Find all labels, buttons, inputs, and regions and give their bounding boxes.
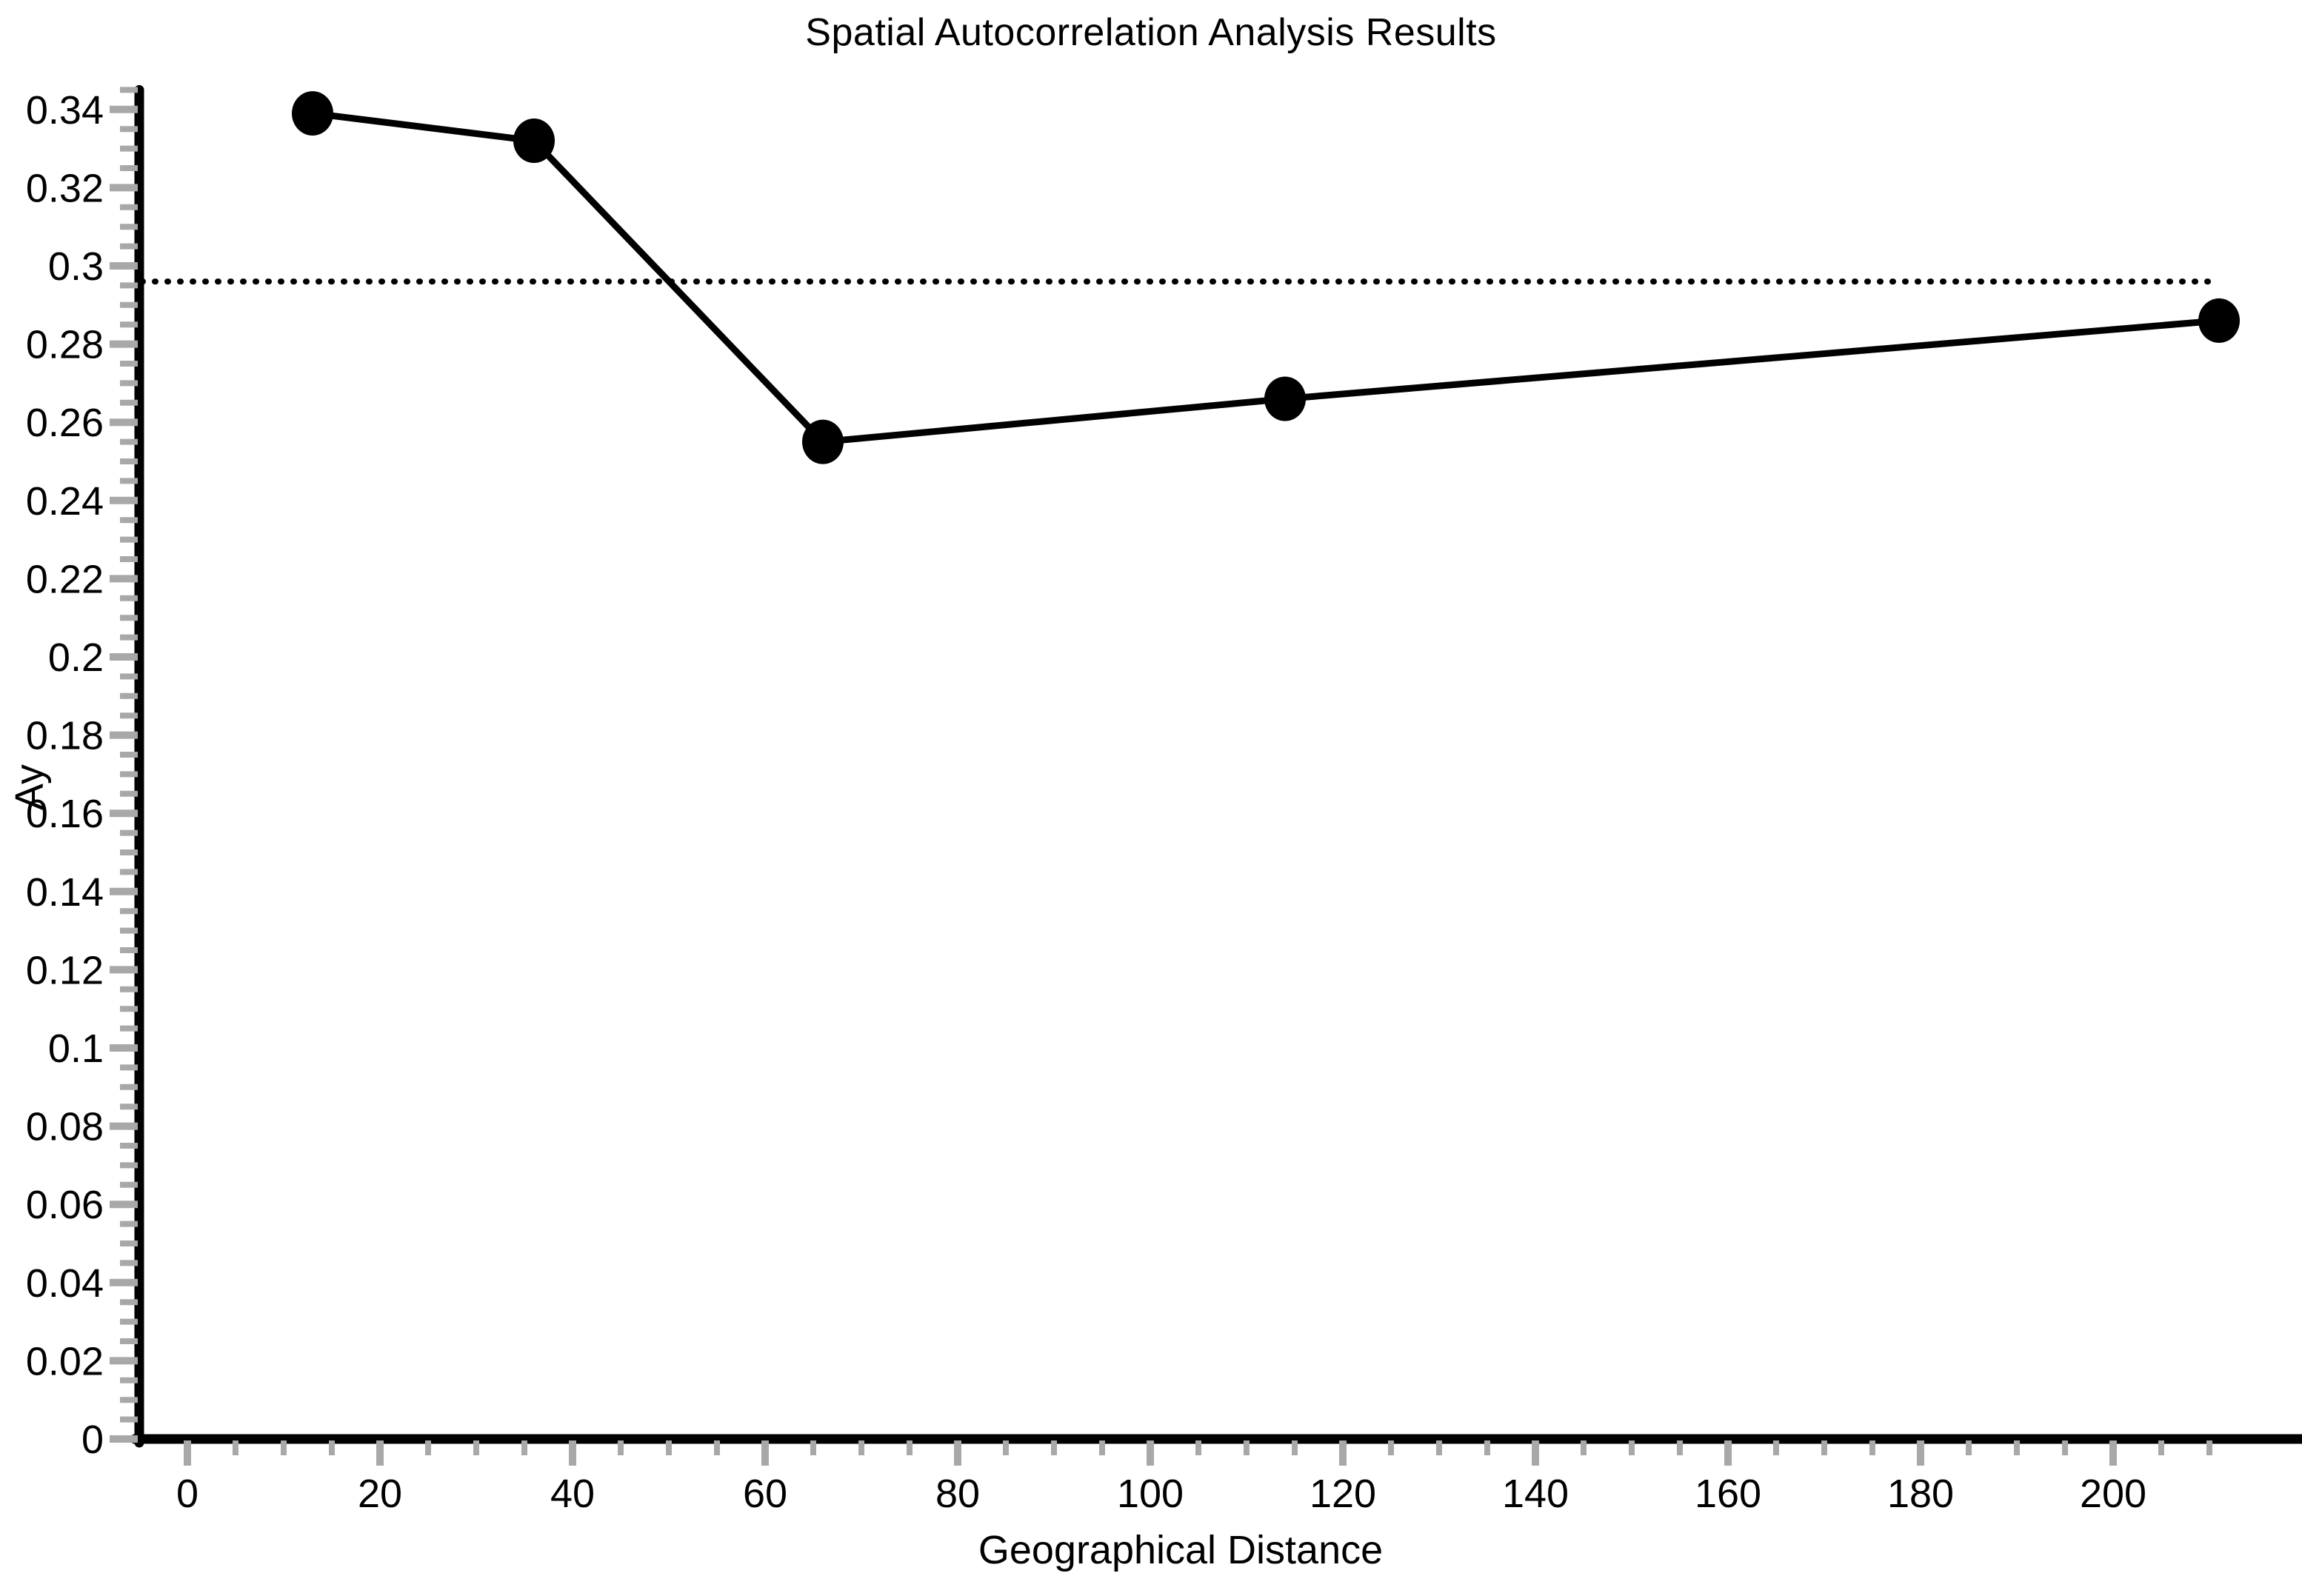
data-point-marker xyxy=(2198,298,2240,343)
y-tick-label: 0.18 xyxy=(26,714,104,758)
x-tick-label: 160 xyxy=(1695,1472,1761,1516)
y-tick-label: 0.2 xyxy=(48,635,104,680)
y-tick-label: 0.06 xyxy=(26,1183,104,1227)
y-tick-label: 0.14 xyxy=(26,870,104,915)
y-tick-label: 0 xyxy=(81,1418,104,1462)
x-tick-label: 40 xyxy=(550,1472,595,1516)
y-tick-label: 0.02 xyxy=(26,1339,104,1383)
y-tick-label: 0.12 xyxy=(26,948,104,992)
x-tick-label: 200 xyxy=(2080,1472,2146,1516)
y-tick-label: 0.32 xyxy=(26,166,104,210)
y-tick-label: 0.34 xyxy=(26,88,104,133)
y-tick-label: 0.1 xyxy=(48,1026,104,1071)
x-tick-label: 180 xyxy=(1887,1472,1954,1516)
data-point-marker xyxy=(292,91,333,136)
x-axis-title: Geographical Distance xyxy=(978,1528,1384,1572)
chart-title: Spatial Autocorrelation Analysis Results xyxy=(805,11,1497,54)
y-tick-label: 0.08 xyxy=(26,1105,104,1149)
data-point-marker xyxy=(802,419,844,464)
y-tick-label: 0.22 xyxy=(26,557,104,601)
data-point-marker xyxy=(513,118,555,164)
y-tick-label: 0.04 xyxy=(26,1261,104,1306)
y-tick-label: 0.28 xyxy=(26,323,104,367)
x-tick-label: 140 xyxy=(1502,1472,1569,1516)
y-tick-label: 0.3 xyxy=(48,244,104,289)
y-tick-label: 0.16 xyxy=(26,792,104,836)
x-tick-label: 100 xyxy=(1117,1472,1184,1516)
x-tick-label: 60 xyxy=(743,1472,787,1516)
y-tick-label: 0.24 xyxy=(26,479,104,524)
x-tick-label: 0 xyxy=(176,1472,198,1516)
x-tick-label: 120 xyxy=(1310,1472,1376,1516)
x-tick-label: 20 xyxy=(358,1472,402,1516)
y-tick-label: 0.26 xyxy=(26,401,104,445)
data-point-marker xyxy=(1264,376,1306,421)
x-tick-label: 80 xyxy=(935,1472,980,1516)
y-axis-title: Ay xyxy=(7,764,52,811)
